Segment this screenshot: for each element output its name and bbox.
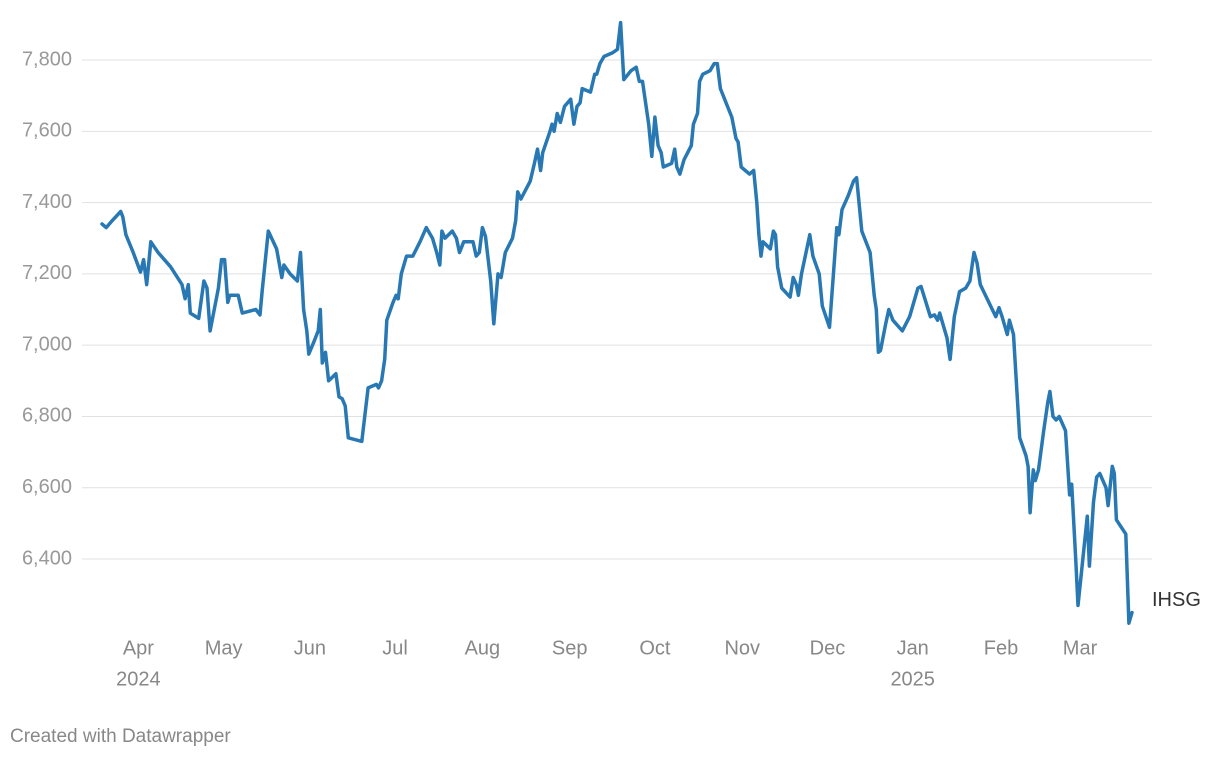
y-tick-label: 6,400 <box>22 547 72 569</box>
x-tick-label: Nov <box>724 637 760 659</box>
x-tick-label: Jan <box>897 637 929 659</box>
x-tick-label: Aug <box>465 637 501 659</box>
footer: Created with Datawrapper <box>10 726 231 747</box>
x-tick-label: Mar <box>1063 637 1098 659</box>
x-tick-label: Dec <box>810 637 846 659</box>
y-tick-label: 6,800 <box>22 405 72 427</box>
y-tick-label: 7,200 <box>22 262 72 284</box>
x-tick-label: Sep <box>552 637 588 659</box>
series-label: IHSG <box>1152 589 1201 611</box>
x-tick-label: Apr <box>123 637 154 659</box>
x-tick-label: Jul <box>382 637 408 659</box>
y-tick-label: 7,800 <box>22 48 72 70</box>
x-tick-label: Oct <box>639 637 671 659</box>
year-label: 2025 <box>890 668 935 690</box>
y-tick-label: 7,600 <box>22 120 72 142</box>
line <box>100 20 1134 625</box>
x-tick-label: Jun <box>294 637 326 659</box>
x-tick-label: Feb <box>984 637 1018 659</box>
x-tick-label: May <box>205 637 243 659</box>
y-tick-label: 7,000 <box>22 333 72 355</box>
y-tick-label: 6,600 <box>22 476 72 498</box>
y-tick-label: 7,400 <box>22 191 72 213</box>
year-label: 2024 <box>116 668 161 690</box>
